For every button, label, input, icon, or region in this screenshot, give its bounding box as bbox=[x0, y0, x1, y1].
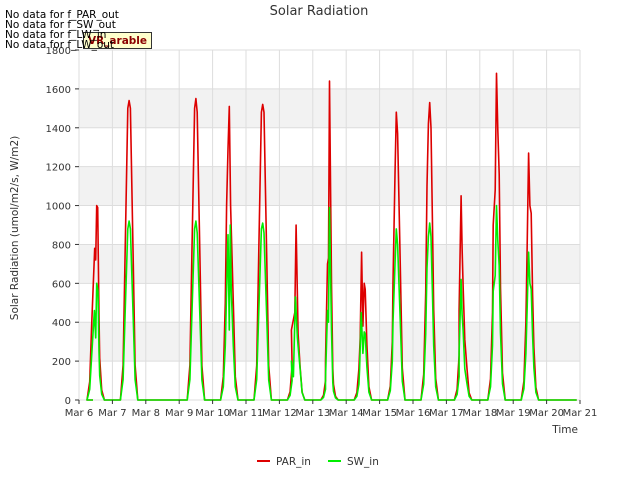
x-tick-label-mar-12: Mar 12 bbox=[262, 408, 297, 419]
y-tick-label-800: 800 bbox=[52, 240, 71, 251]
x-axis-title: Time bbox=[551, 424, 578, 436]
no-data-message-par-out: No data for f_PAR_out bbox=[5, 9, 119, 21]
y-axis-ticks: 0 200 400 600 800 1000 1200 1400 1600 1800 bbox=[46, 46, 79, 407]
y-tick-label-1400: 1400 bbox=[46, 124, 71, 135]
y-tick-label-1800: 1800 bbox=[46, 46, 71, 57]
y-axis-title: Solar Radiation (umol/m2/s, W/m2) bbox=[9, 136, 21, 320]
x-tick-label-mar-19: Mar 19 bbox=[496, 408, 531, 419]
x-tick-label-mar-15: Mar 15 bbox=[362, 408, 397, 419]
y-tick-label-1000: 1000 bbox=[46, 202, 71, 213]
y-tick-label-400: 400 bbox=[52, 318, 71, 329]
y-tick-label-1600: 1600 bbox=[46, 85, 71, 96]
x-tick-label-mar-20: Mar 20 bbox=[529, 408, 564, 419]
legend-par-label: PAR_in bbox=[276, 456, 311, 468]
no-data-message-sw-out: No data for f_SW_out bbox=[5, 19, 116, 31]
x-tick-label-mar-14: Mar 14 bbox=[329, 408, 364, 419]
band-0-200 bbox=[79, 361, 580, 400]
x-tick-label-mar-9: Mar 9 bbox=[165, 408, 193, 419]
no-data-message-lw-out: No data for f_LW_out bbox=[5, 39, 115, 51]
legend-sw-label: SW_in bbox=[347, 456, 379, 468]
legend: PAR_in SW_in bbox=[257, 456, 379, 468]
no-data-message-lw-in: No data for f_LW_in bbox=[5, 29, 107, 41]
x-tick-label-mar-11: Mar 11 bbox=[229, 408, 264, 419]
x-tick-label-mar-6: Mar 6 bbox=[65, 408, 93, 419]
y-tick-label-0: 0 bbox=[65, 396, 71, 407]
chart-title: Solar Radiation bbox=[270, 4, 369, 19]
series-layer bbox=[86, 72, 577, 401]
x-tick-label-mar-8: Mar 8 bbox=[132, 408, 160, 419]
site-badge: VR_arable bbox=[83, 32, 152, 49]
band-200-400 bbox=[79, 322, 580, 362]
y-tick-label-1200: 1200 bbox=[46, 163, 71, 174]
x-tick-label-mar-10: Mar 10 bbox=[195, 408, 230, 419]
x-tick-label-mar-7: Mar 7 bbox=[98, 408, 126, 419]
series-line-sw-in bbox=[86, 204, 577, 401]
x-tick-label-mar-17: Mar 17 bbox=[429, 408, 464, 419]
x-tick-label-mar-13: Mar 13 bbox=[295, 408, 330, 419]
x-tick-label-mar-16: Mar 16 bbox=[396, 408, 431, 419]
x-tick-label-mar-18: Mar 18 bbox=[462, 408, 497, 419]
y-tick-label-600: 600 bbox=[52, 279, 71, 290]
y-tick-label-200: 200 bbox=[52, 357, 71, 368]
x-tick-label-mar-21: Mar 21 bbox=[563, 408, 598, 419]
